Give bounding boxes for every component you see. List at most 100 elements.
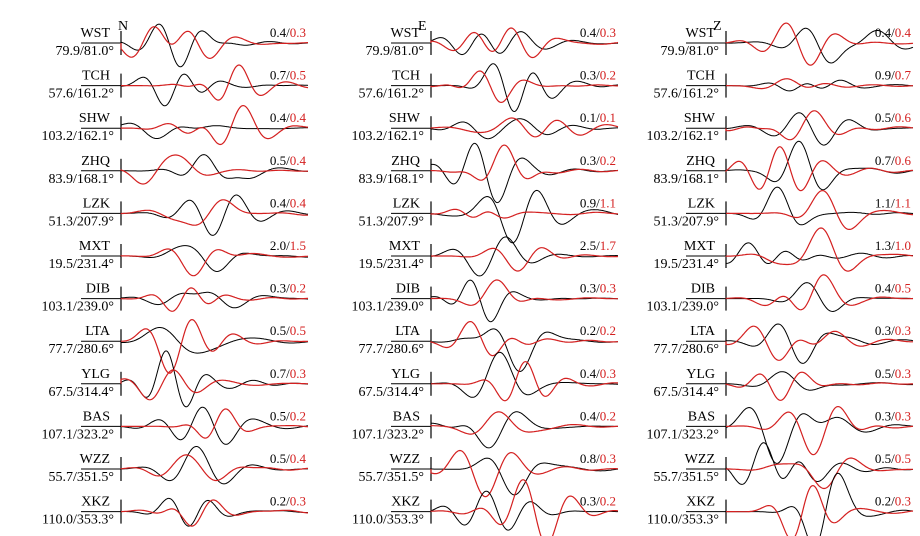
synthetic-amplitude: 1.0 [895,238,911,253]
synthetic-waveform [430,27,619,59]
amplitude-ratio: 0.5/0.5 [875,451,911,466]
synthetic-waveform [120,369,308,401]
amplitude-ratio: 0.2/0.3 [270,494,306,509]
synthetic-waveform [120,287,308,312]
observed-amplitude: 1.3 [875,238,891,253]
amplitude-separator: / [596,408,600,423]
observed-amplitude: 0.5 [270,153,286,168]
synthetic-amplitude: 0.4 [290,451,307,466]
synthetic-amplitude: 0.5 [290,68,306,83]
observed-waveform [81,446,308,485]
synthetic-amplitude: 0.3 [600,281,616,296]
station-trace: DIB 103.1/239.0° 0.3/0.3 [352,279,618,323]
observed-waveform [391,351,618,398]
station-trace: WZZ 55.7/351.5° 0.5/0.5 [654,442,913,490]
synthetic-waveform [431,247,619,272]
station-trace: ZHQ 83.9/168.1° 0.7/0.6 [654,140,914,192]
synthetic-waveform [121,64,309,101]
synthetic-amplitude: 0.2 [600,153,616,168]
observed-amplitude: 0.8 [580,451,596,466]
observed-amplitude: 1.1 [875,195,891,210]
amplitude-ratio: 0.4/0.3 [580,25,616,40]
amplitude-separator: / [891,195,895,210]
panel-e: EWST79.9/81.0°0.4/0.3TCH57.6/161.2°0.3/0… [352,19,619,536]
station-name: WZZ [390,452,420,467]
station-trace: MXT 19.5/231.4° 2.0/1.5 [49,238,309,277]
station-dist-az: 51.3/207.9° [654,214,720,229]
station-name: WST [390,26,420,41]
observed-waveform [391,31,619,56]
synthetic-waveform [430,279,618,306]
station-trace: YLG 67.5/314.4° 0.5/0.3 [654,366,913,401]
station-name: LZK [688,196,715,211]
station-dist-az: 67.5/314.4° [359,385,425,400]
station-name: WST [685,26,715,41]
observed-waveform [391,236,618,277]
station-dist-az: 77.7/280.6° [654,342,720,357]
observed-amplitude: 0.5 [270,323,286,338]
station-name: TCH [392,69,420,84]
amplitude-ratio: 0.3/0.2 [580,153,616,168]
synthetic-amplitude: 0.6 [895,110,912,125]
observed-waveform [686,472,914,536]
observed-waveform [81,23,309,68]
station-trace: XKZ 110.0/353.3° 0.3/0.2 [352,479,619,536]
amplitude-separator: / [891,323,895,338]
observed-waveform [686,242,913,264]
amplitude-ratio: 0.4/0.4 [270,195,307,210]
panel-z: ZWST79.9/81.0°0.4/0.4TCH57.6/161.2°0.9/0… [647,19,914,536]
synthetic-waveform [725,110,914,141]
synthetic-waveform [430,208,618,219]
amplitude-ratio: 0.5/0.3 [875,366,911,381]
station-name: SHW [79,111,111,126]
station-dist-az: 51.3/207.9° [359,214,425,229]
station-name: MXT [389,239,421,254]
synthetic-amplitude: 0.3 [895,366,911,381]
station-trace: ZHQ 83.9/168.1° 0.5/0.4 [49,153,308,187]
synthetic-waveform [726,190,913,230]
synthetic-waveform [120,199,308,226]
observed-waveform [81,154,308,179]
station-name: SHW [684,111,716,126]
station-dist-az: 67.5/314.4° [654,385,720,400]
synthetic-waveform [725,325,913,361]
synthetic-amplitude: 1.1 [600,195,616,210]
amplitude-ratio: 0.5/0.6 [875,110,912,125]
observed-amplitude: 0.4 [270,25,287,40]
amplitude-separator: / [596,153,600,168]
observed-amplitude: 0.3 [580,494,596,509]
station-name: LZK [393,196,420,211]
station-dist-az: 55.7/351.5° [49,470,115,485]
station-trace: YLG 67.5/314.4° 0.7/0.3 [49,350,309,408]
observed-amplitude: 0.4 [270,110,287,125]
station-name: LZK [83,196,110,211]
station-trace: TCH 57.6/161.2° 0.9/0.7 [654,68,914,102]
observed-waveform [686,27,914,64]
station-name: MXT [684,239,716,254]
observed-amplitude: 0.4 [580,25,597,40]
station-trace: ZHQ 83.9/168.1° 0.3/0.2 [359,142,619,204]
synthetic-waveform [430,144,619,181]
synthetic-amplitude: 0.1 [600,110,616,125]
station-dist-az: 103.2/162.1° [352,129,425,144]
amplitude-separator: / [596,451,600,466]
synthetic-waveform [725,274,914,311]
station-name: ZHQ [81,154,110,169]
station-dist-az: 67.5/314.4° [49,385,115,400]
synthetic-waveform [430,117,619,138]
observed-amplitude: 0.3 [580,68,596,83]
station-name: TCH [687,69,715,84]
observed-waveform [81,122,308,139]
synthetic-amplitude: 0.2 [290,408,306,423]
amplitude-separator: / [286,408,290,423]
station-name: DIB [691,282,715,297]
amplitude-ratio: 0.3/0.2 [580,494,616,509]
station-trace: LZK 51.3/207.9° 0.4/0.4 [49,194,309,236]
station-trace: LZK 51.3/207.9° 1.1/1.1 [654,186,914,230]
synthetic-waveform [726,78,913,90]
observed-amplitude: 0.2 [580,323,596,338]
observed-amplitude: 2.0 [270,238,286,253]
amplitude-ratio: 0.5/0.2 [270,408,306,423]
synthetic-amplitude: 0.3 [600,451,616,466]
